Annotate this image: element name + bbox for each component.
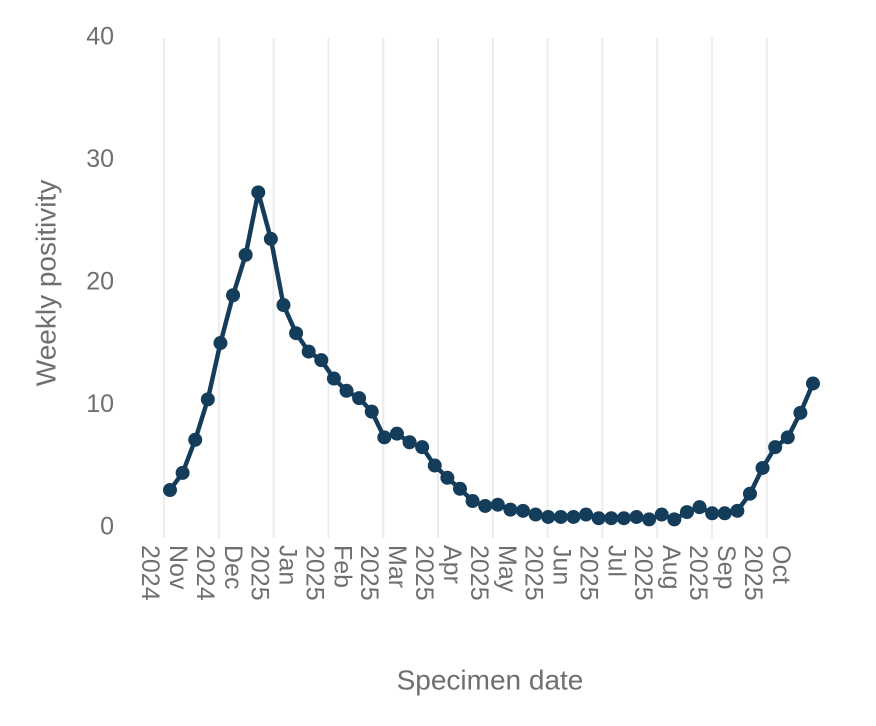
point [579, 507, 594, 522]
point [188, 432, 203, 447]
point [238, 247, 253, 262]
point [553, 509, 568, 524]
point [200, 392, 215, 407]
point [806, 376, 820, 391]
point [642, 512, 657, 527]
point [667, 512, 682, 527]
point [427, 458, 442, 473]
point [389, 426, 404, 441]
point [692, 500, 707, 515]
point [591, 511, 606, 526]
point [478, 498, 493, 513]
x-tick-label: Feb2025 [300, 545, 356, 601]
point [780, 430, 795, 445]
point [516, 503, 531, 518]
x-tick-label: Jun2025 [520, 545, 576, 601]
point [566, 509, 581, 524]
y-tick-label: 0 [100, 513, 114, 541]
x-tick-label: Apr2025 [410, 545, 466, 601]
point [541, 509, 556, 524]
x-tick-label: Jan2025 [246, 545, 302, 601]
point [339, 383, 354, 398]
point [654, 507, 669, 522]
point [452, 481, 467, 496]
point [251, 185, 266, 200]
y-tick-label: 10 [86, 390, 114, 418]
point [490, 497, 505, 512]
y-tick-label: 20 [86, 268, 114, 296]
point [503, 502, 518, 517]
point [226, 288, 241, 303]
x-tick-label: Sep2025 [684, 545, 740, 601]
point [415, 440, 430, 455]
point [377, 430, 392, 445]
point [301, 344, 316, 359]
point [163, 483, 177, 498]
point [679, 505, 694, 520]
y-tick-label: 30 [86, 145, 114, 173]
point [213, 336, 228, 351]
y-axis-title: Weekly positivity [30, 180, 61, 386]
point [604, 511, 619, 526]
x-tick-label: Oct2025 [739, 545, 795, 601]
point [175, 465, 190, 480]
point [629, 509, 644, 524]
point [364, 404, 379, 419]
x-tick-label: May2025 [465, 545, 521, 601]
point [402, 435, 417, 450]
point [717, 506, 732, 521]
point [289, 326, 304, 341]
point [755, 460, 770, 475]
point [528, 507, 543, 522]
x-tick-label: Nov2024 [136, 545, 192, 601]
point [352, 391, 367, 406]
point [440, 470, 455, 485]
point [263, 231, 278, 246]
point [793, 405, 808, 420]
x-tick-label: Dec2024 [191, 545, 247, 601]
point [465, 494, 480, 509]
point [705, 506, 720, 521]
x-tick-label: Mar2025 [355, 545, 411, 601]
point [768, 440, 783, 455]
point [276, 298, 291, 313]
point [326, 371, 341, 386]
y-tick-label: 40 [86, 23, 114, 51]
x-axis-title: Specimen date [397, 664, 584, 695]
point [730, 503, 745, 518]
point [314, 353, 329, 368]
point [742, 486, 757, 501]
x-tick-label: Jul2025 [574, 545, 630, 601]
point [616, 511, 631, 526]
x-tick-label: Aug2025 [629, 545, 685, 601]
